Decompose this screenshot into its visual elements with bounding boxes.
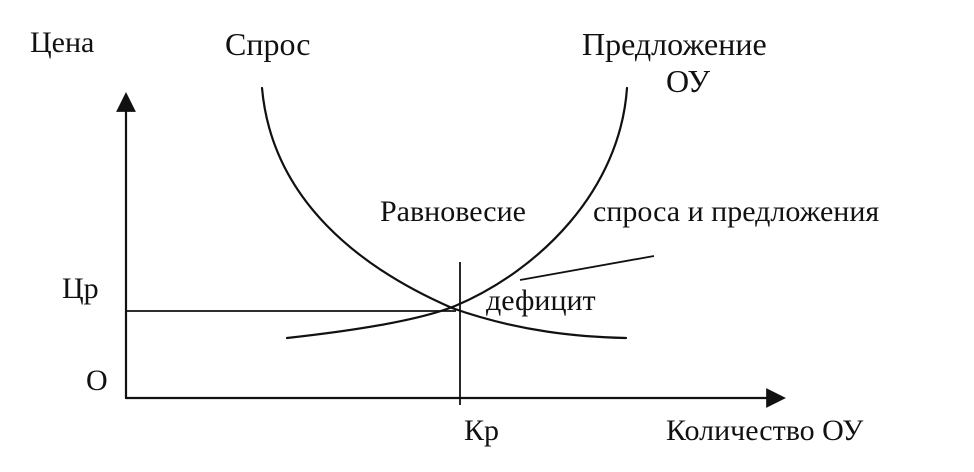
price-equilibrium-label: Цр [62, 272, 99, 305]
quantity-equilibrium-label: Кр [464, 414, 499, 447]
demand-label: Спрос [225, 26, 310, 62]
equilibrium-label-part1: Равновесие [380, 195, 526, 228]
supply-label-line2: ОУ [666, 63, 710, 99]
equilibrium-pointer [519, 255, 655, 281]
supply-label-line1: Предложение [582, 26, 767, 62]
demand-curve [260, 86, 628, 340]
supply-curve [285, 86, 629, 340]
y-axis-label: Цена [30, 26, 94, 59]
x-axis-label: Количество ОУ [666, 414, 864, 447]
deficit-label: дефицит [486, 284, 596, 317]
equilibrium-label-part2: спроса и предложения [593, 195, 879, 228]
origin-label: О [86, 364, 108, 397]
